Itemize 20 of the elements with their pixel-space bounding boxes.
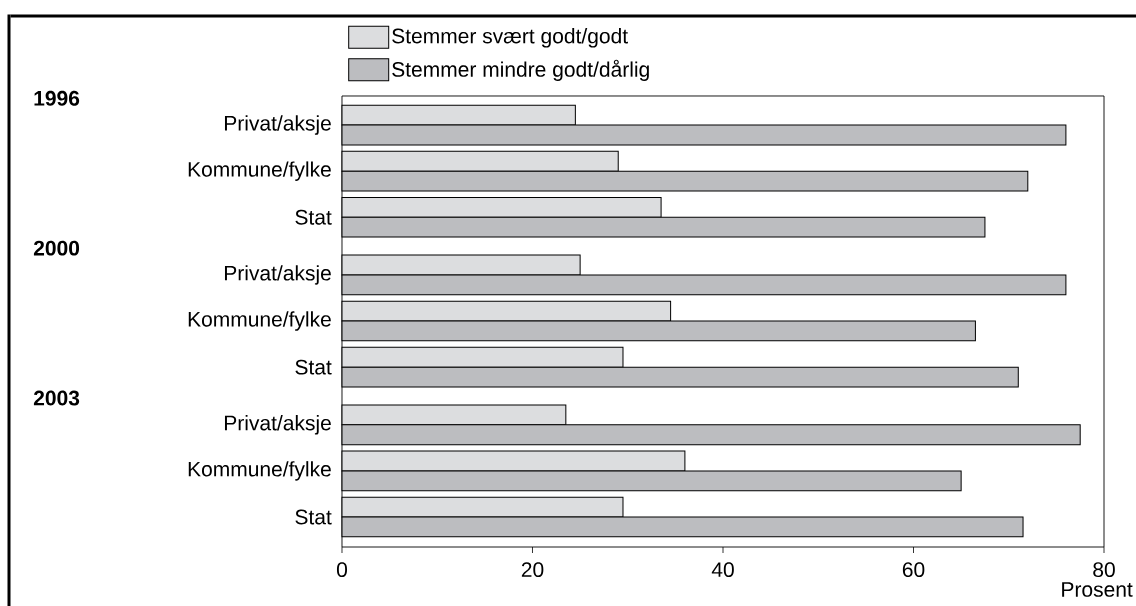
text: 1996 — [34, 90, 80, 106]
x-tick-label: 20 — [521, 562, 544, 578]
x-tick-label: 80 — [1093, 562, 1115, 578]
y-tick-label: Stat — [295, 509, 332, 525]
y-tick-label: Privat/aksje — [224, 115, 331, 135]
text: 2000 — [33, 240, 80, 256]
x-tick-label: 0 — [336, 562, 348, 578]
y-tick-label: Kommune/fylke — [188, 311, 331, 331]
y-tick-label: Privat/aksje — [224, 415, 331, 435]
x-tick-label: 60 — [902, 562, 925, 578]
text: 2003 — [33, 390, 80, 406]
legend-label: Stemmer svært godt/godt — [392, 28, 628, 48]
x-axis-title: Prosent — [1062, 582, 1133, 597]
legend-label: Stemmer mindre godt/dårlig — [392, 59, 649, 82]
y-tick-label: Stat — [295, 209, 332, 225]
y-tick-label: Privat/aksje — [224, 265, 331, 285]
y-tick-label: Kommune/fylke — [188, 161, 331, 181]
y-tick-label: Stat — [295, 359, 332, 375]
y-tick-label: Kommune/fylke — [188, 461, 331, 481]
x-tick-label: 40 — [711, 562, 734, 578]
